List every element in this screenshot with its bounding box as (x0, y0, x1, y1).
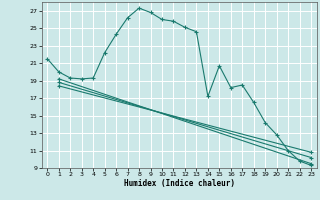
X-axis label: Humidex (Indice chaleur): Humidex (Indice chaleur) (124, 179, 235, 188)
